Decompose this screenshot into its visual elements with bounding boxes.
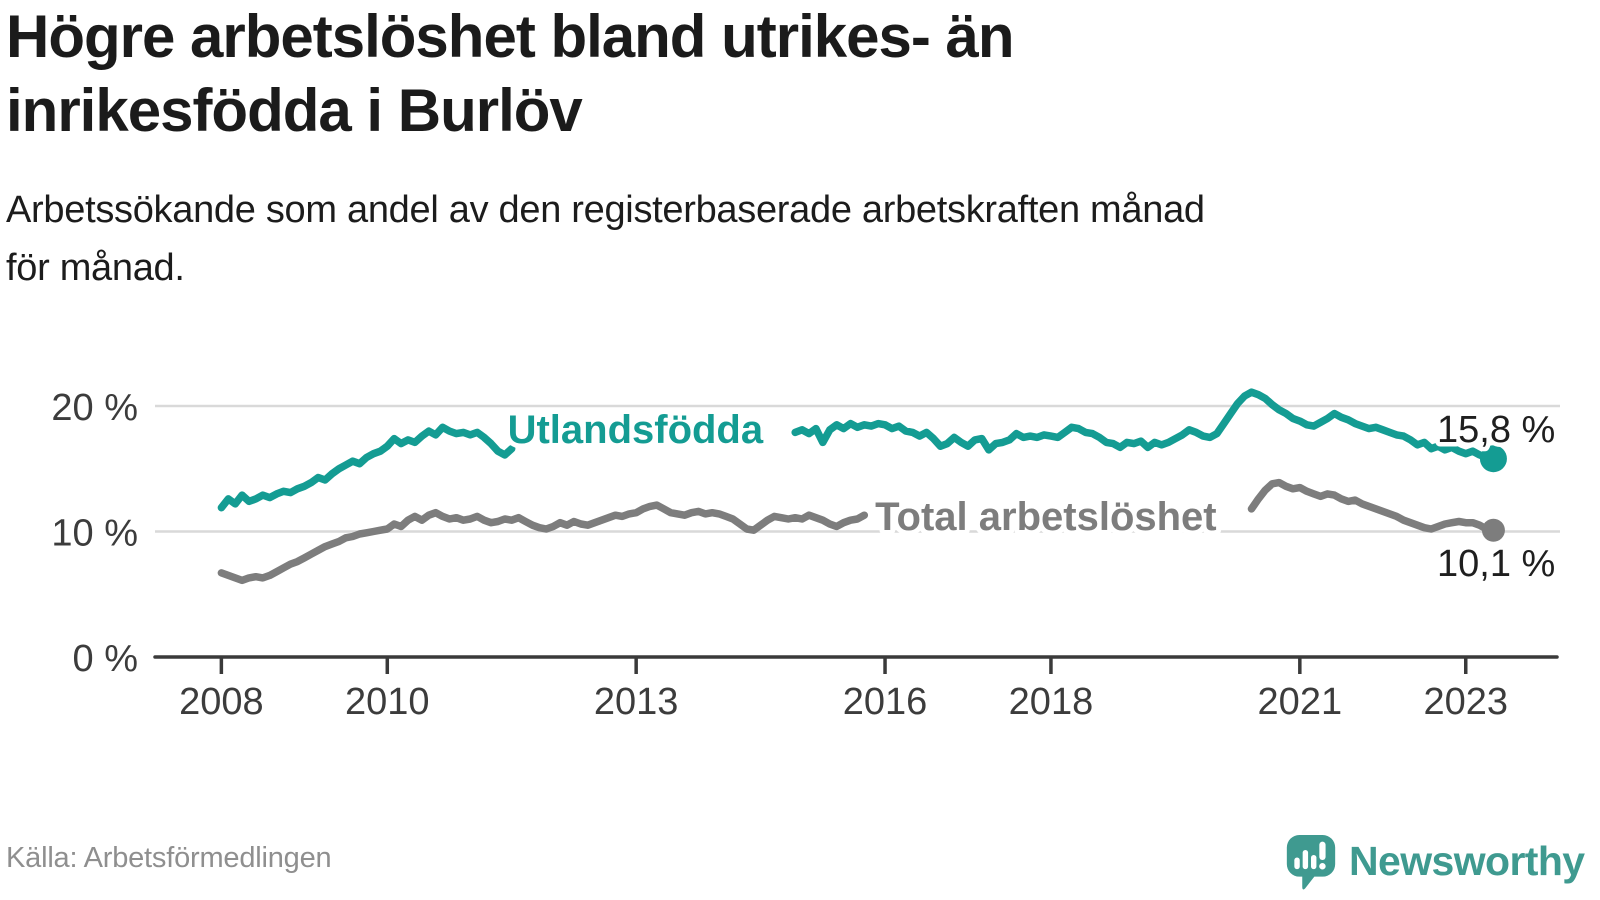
x-tick-label-2018: 2018	[1009, 681, 1094, 723]
series-line-total-1	[1247, 478, 1498, 534]
series-end-value-total: 10,1 %	[1437, 543, 1555, 585]
newsworthy-wordmark: Newsworthy	[1349, 838, 1585, 884]
series-end-dot-utlandsfodda	[1479, 445, 1507, 473]
y-axis-label-0: 0 %	[73, 638, 138, 680]
exclamation-bar	[1319, 841, 1326, 860]
chart-title: Högre arbetslöshet bland utrikes- än inri…	[6, 0, 1015, 149]
bar-3	[1311, 855, 1317, 870]
y-axis-label-20: 20 %	[51, 387, 138, 429]
newsworthy-icon	[1286, 835, 1336, 890]
subtitle-line-1: Arbetssökande som andel av den registerb…	[6, 189, 1205, 231]
series-end-value-utlandsfodda: 15,8 %	[1437, 409, 1555, 451]
series-label-total: Total arbetslöshet	[875, 495, 1217, 539]
series-end-dot-total	[1481, 518, 1505, 542]
x-tick-label-2010: 2010	[345, 681, 430, 723]
series-line-total-0	[217, 501, 869, 585]
title-line-2: inrikesfödda i Burlöv	[6, 77, 583, 145]
x-tick-label-2021: 2021	[1258, 681, 1343, 723]
y-axis-label-10: 10 %	[51, 513, 138, 555]
series-line-utlandsfodda-0	[217, 423, 516, 512]
x-tick-label-2013: 2013	[594, 681, 679, 723]
source-note: Källa: Arbetsförmedlingen	[6, 842, 332, 874]
x-tick-label-2023: 2023	[1423, 681, 1508, 723]
series-line-utlandsfodda-1	[791, 388, 1498, 463]
newsworthy-logo[interactable]: Newsworthy	[1286, 834, 1585, 891]
chart-subtitle: Arbetssökande som andel av den registerb…	[6, 182, 1205, 298]
bar-1	[1294, 857, 1300, 870]
x-tick-label-2008: 2008	[179, 681, 264, 723]
title-line-1: Högre arbetslöshet bland utrikes- än	[6, 3, 1015, 70]
subtitle-line-2: för månad.	[6, 246, 185, 289]
bar-2	[1302, 850, 1309, 870]
series-label-utlandsfodda: Utlandsfödda	[508, 408, 764, 452]
x-tick-label-2016: 2016	[843, 681, 928, 723]
exclamation-dot	[1319, 863, 1326, 870]
